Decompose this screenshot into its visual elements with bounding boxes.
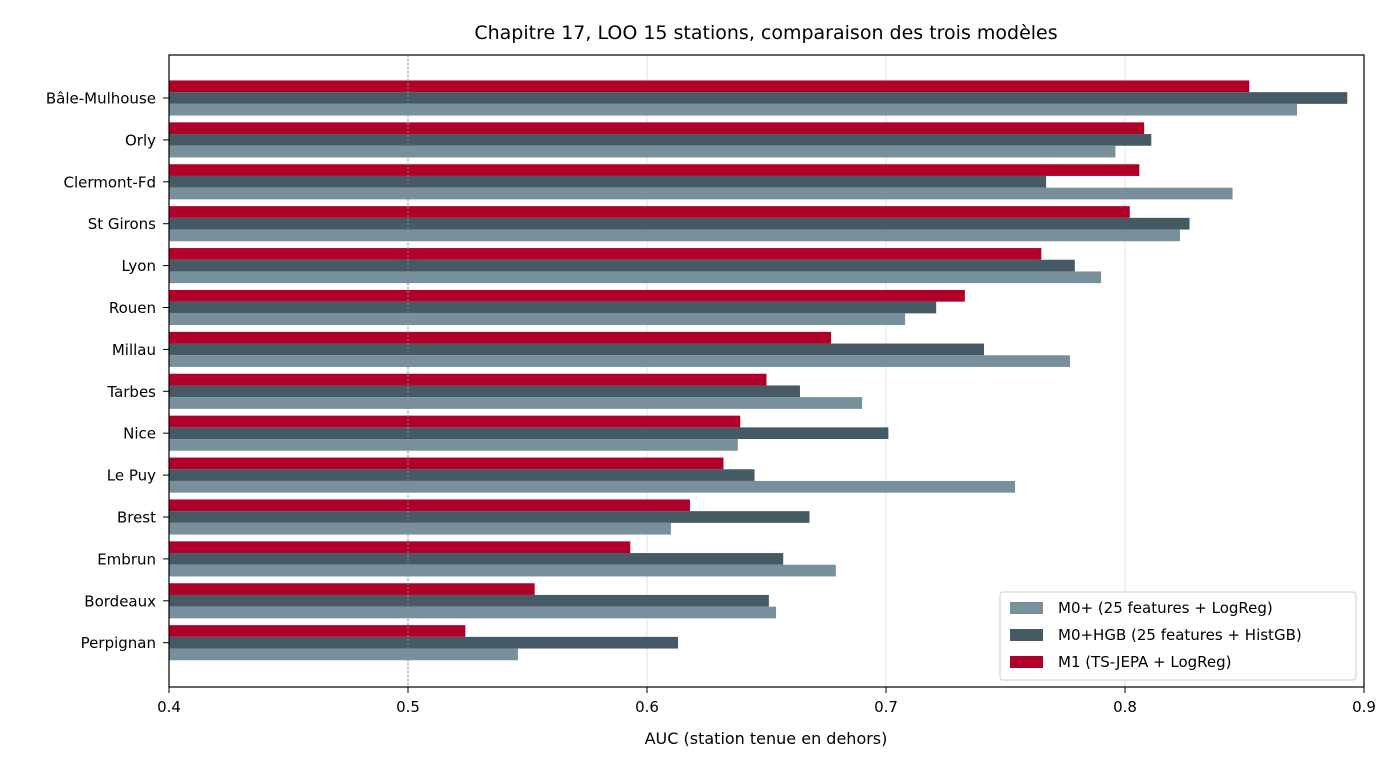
- legend-box: [999, 591, 1357, 681]
- legend: M0+ (25 features + LogReg) M0+HGB (25 fea…: [999, 591, 1357, 681]
- y-tick-label-3: St Girons: [88, 215, 156, 233]
- bar-9-series-1: [169, 469, 755, 481]
- y-tick-label-1: Orly: [125, 131, 156, 149]
- x-tick-label-0: 0.4: [157, 698, 181, 716]
- y-tick-label-5: Rouen: [109, 299, 156, 317]
- x-tick-label-1: 0.5: [396, 698, 420, 716]
- bar-0-series-2: [169, 80, 1250, 93]
- x-tick-label-2: 0.6: [635, 698, 659, 716]
- bar-0-series-1: [169, 92, 1348, 104]
- plot-frame: [168, 54, 1365, 688]
- bar-0-series-0: [169, 103, 1298, 116]
- bar-7-series-0: [169, 397, 863, 409]
- legend-swatch-0: [1010, 602, 1043, 614]
- x-tick-label-5: 0.9: [1352, 698, 1376, 716]
- bar-2-series-1: [169, 175, 1047, 188]
- bar-11-series-2: [169, 541, 631, 554]
- y-tick-label-2: Clermont-Fd: [63, 173, 156, 191]
- bar-12-series-0: [169, 606, 777, 619]
- x-axis: 0.4 0.5 0.6 0.7 0.8 0.9: [157, 687, 1376, 716]
- y-tick-label-8: Nice: [123, 425, 156, 443]
- bar-9-series-0: [169, 480, 1016, 493]
- y-tick-label-9: Le Puy: [107, 467, 156, 485]
- legend-swatch-2: [1010, 656, 1043, 668]
- bar-1-series-2: [169, 122, 1145, 135]
- bar-13-series-1: [169, 636, 679, 649]
- bar-2-series-0: [169, 187, 1233, 200]
- bar-10-series-1: [169, 511, 810, 523]
- y-tick-label-12: Bordeaux: [84, 592, 156, 610]
- legend-label-2: M1 (TS-JEPA + LogReg): [1058, 653, 1232, 671]
- bar-3-series-0: [169, 229, 1180, 242]
- bars: [169, 80, 1348, 661]
- y-tick-label-10: Brest: [117, 509, 156, 527]
- bar-10-series-0: [169, 522, 671, 535]
- bar-7-series-2: [169, 373, 767, 386]
- x-tick-label-4: 0.8: [1113, 698, 1137, 716]
- legend-label-0: M0+ (25 features + LogReg): [1058, 599, 1273, 617]
- x-tick-label-3: 0.7: [874, 698, 898, 716]
- y-axis: Bâle-Mulhouse Orly Clermont-Fd St Girons Lyo…: [46, 90, 169, 652]
- bar-11-series-0: [169, 564, 836, 577]
- bar-8-series-2: [169, 415, 741, 428]
- y-tick-label-13: Perpignan: [81, 634, 156, 652]
- y-tick-label-0: Bâle-Mulhouse: [46, 90, 156, 108]
- y-tick-label-4: Lyon: [121, 257, 156, 275]
- y-tick-label-11: Embrun: [97, 550, 156, 568]
- bar-3-series-2: [169, 206, 1130, 218]
- bar-9-series-2: [169, 457, 724, 470]
- legend-swatch-1: [1010, 629, 1043, 641]
- bar-4-series-2: [169, 248, 1042, 260]
- chart-title: Chapitre 17, LOO 15 stations, comparaiso…: [474, 22, 1057, 44]
- bar-8-series-0: [169, 439, 738, 451]
- y-tick-label-6: Millau: [112, 341, 156, 359]
- bar-3-series-1: [169, 217, 1190, 230]
- bar-12-series-2: [169, 583, 535, 595]
- bar-1-series-1: [169, 134, 1152, 146]
- bar-5-series-2: [169, 289, 965, 302]
- bar-12-series-1: [169, 594, 769, 607]
- bar-10-series-2: [169, 499, 691, 512]
- legend-label-1: M0+HGB (25 features + HistGB): [1058, 626, 1302, 644]
- bar-6-series-0: [169, 355, 1071, 367]
- bar-4-series-0: [169, 271, 1102, 284]
- bar-8-series-1: [169, 427, 889, 440]
- bar-2-series-2: [169, 164, 1140, 176]
- bar-6-series-2: [169, 331, 832, 344]
- y-tick-label-7: Tarbes: [106, 383, 156, 401]
- bar-5-series-1: [169, 301, 937, 314]
- bar-4-series-1: [169, 259, 1075, 272]
- bar-11-series-1: [169, 553, 784, 565]
- bar-13-series-2: [169, 625, 466, 637]
- bar-6-series-1: [169, 343, 984, 356]
- bar-5-series-0: [169, 313, 906, 326]
- bar-7-series-1: [169, 385, 800, 398]
- bar-1-series-0: [169, 145, 1116, 158]
- x-axis-label: AUC (station tenue en dehors): [645, 729, 888, 748]
- bar-13-series-0: [169, 648, 518, 661]
